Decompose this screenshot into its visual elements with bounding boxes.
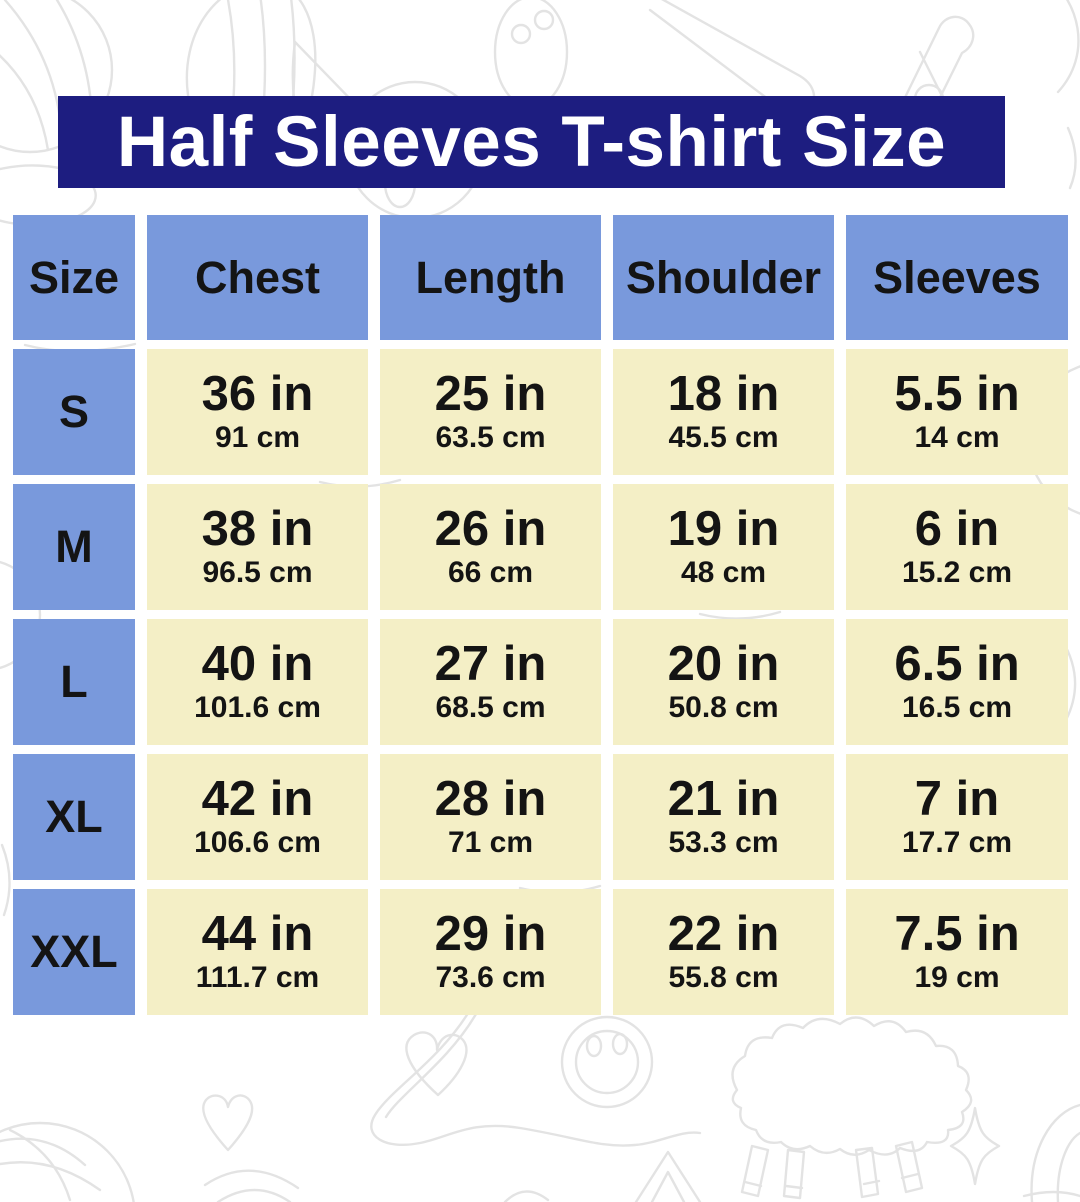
cm-value: 50.8 cm xyxy=(668,691,779,725)
cm-value: 45.5 cm xyxy=(668,421,779,455)
inches-value: 7 in xyxy=(914,772,1000,827)
column-header-size: Size xyxy=(13,215,135,340)
measurement-cell-m-sleeves: 6 in 15.2 cm xyxy=(846,484,1068,610)
measurement-cell-s-shoulder: 18 in 45.5 cm xyxy=(613,349,834,475)
cm-value: 68.5 cm xyxy=(435,691,546,725)
column-header-sleeves: Sleeves xyxy=(846,215,1068,340)
measurement-cell-m-chest: 38 in 96.5 cm xyxy=(147,484,368,610)
measurement-cell-l-shoulder: 20 in 50.8 cm xyxy=(613,619,834,745)
cm-value: 111.7 cm xyxy=(195,961,320,995)
column-header-shoulder: Shoulder xyxy=(613,215,834,340)
yarn-ball-icon xyxy=(1022,1103,1080,1202)
inches-value: 7.5 in xyxy=(894,907,1020,962)
inches-value: 19 in xyxy=(667,502,780,557)
measurement-cell-s-length: 25 in 63.5 cm xyxy=(380,349,601,475)
inches-value: 18 in xyxy=(667,367,780,422)
cm-value: 96.5 cm xyxy=(202,556,313,590)
measurement-cell-l-length: 27 in 68.5 cm xyxy=(380,619,601,745)
inches-value: 40 in xyxy=(201,637,314,692)
cm-value: 19 cm xyxy=(914,961,1000,995)
measurement-cell-m-length: 26 in 66 cm xyxy=(380,484,601,610)
inches-value: 27 in xyxy=(434,637,547,692)
cm-value: 91 cm xyxy=(214,421,301,455)
yarn-ball-icon xyxy=(0,1121,135,1202)
page-title: Half Sleeves T-shirt Size xyxy=(116,102,947,182)
measurement-cell-xxl-sleeves: 7.5 in 19 cm xyxy=(846,889,1068,1015)
measurement-cell-s-sleeves: 5.5 in 14 cm xyxy=(846,349,1068,475)
measurement-cell-xl-sleeves: 7 in 17.7 cm xyxy=(846,754,1068,880)
inches-value: 6 in xyxy=(914,502,1000,557)
size-chart-table: Size Chest Length Shoulder Sleeves S 36 in 91 c… xyxy=(13,215,1068,1015)
inches-value: 22 in xyxy=(667,907,780,962)
size-cell-s: S xyxy=(13,349,135,475)
heart-icon xyxy=(202,1094,254,1152)
column-header-chest: Chest xyxy=(147,215,368,340)
inches-value: 20 in xyxy=(667,637,780,692)
cm-value: 63.5 cm xyxy=(435,421,546,455)
cm-value: 66 cm xyxy=(447,556,534,590)
cm-value: 48 cm xyxy=(680,556,767,590)
measurement-cell-m-shoulder: 19 in 48 cm xyxy=(613,484,834,610)
thread-heart-icon xyxy=(370,1008,702,1147)
size-cell-m: M xyxy=(13,484,135,610)
inches-value: 29 in xyxy=(434,907,547,962)
measurement-cell-xxl-length: 29 in 73.6 cm xyxy=(380,889,601,1015)
inches-value: 25 in xyxy=(434,367,547,422)
button-icon xyxy=(560,1015,654,1109)
measurement-cell-l-chest: 40 in 101.6 cm xyxy=(147,619,368,745)
cm-value: 71 cm xyxy=(447,826,534,860)
size-cell-xl: XL xyxy=(13,754,135,880)
title-banner: Half Sleeves T-shirt Size xyxy=(58,96,1005,188)
cm-value: 53.3 cm xyxy=(668,826,779,860)
measurement-cell-xl-shoulder: 21 in 53.3 cm xyxy=(613,754,834,880)
inches-value: 44 in xyxy=(201,907,314,962)
cm-value: 55.8 cm xyxy=(668,961,779,995)
inches-value: 26 in xyxy=(434,502,547,557)
cm-value: 106.6 cm xyxy=(194,826,321,860)
sheep-icon xyxy=(731,1016,973,1200)
sparkle-icon xyxy=(949,1106,1001,1186)
measurement-cell-s-chest: 36 in 91 cm xyxy=(147,349,368,475)
size-cell-xxl: XXL xyxy=(13,889,135,1015)
cm-value: 14 cm xyxy=(914,421,1000,455)
inches-value: 42 in xyxy=(201,772,314,827)
inches-value: 28 in xyxy=(434,772,547,827)
measurement-cell-xl-length: 28 in 71 cm xyxy=(380,754,601,880)
inches-value: 36 in xyxy=(201,367,314,422)
cm-value: 17.7 cm xyxy=(901,826,1013,860)
size-cell-l: L xyxy=(13,619,135,745)
inches-value: 21 in xyxy=(667,772,780,827)
cm-value: 15.2 cm xyxy=(901,556,1013,590)
inches-value: 6.5 in xyxy=(894,637,1020,692)
cm-value: 73.6 cm xyxy=(435,961,546,995)
measurement-cell-l-sleeves: 6.5 in 16.5 cm xyxy=(846,619,1068,745)
measurement-cell-xxl-chest: 44 in 111.7 cm xyxy=(147,889,368,1015)
cm-value: 101.6 cm xyxy=(194,691,321,725)
column-header-length: Length xyxy=(380,215,601,340)
button-icon xyxy=(493,0,569,109)
inches-value: 5.5 in xyxy=(894,367,1020,422)
cm-value: 16.5 cm xyxy=(901,691,1013,725)
measurement-cell-xl-chest: 42 in 106.6 cm xyxy=(147,754,368,880)
measurement-cell-xxl-shoulder: 22 in 55.8 cm xyxy=(613,889,834,1015)
needle-tips-icon xyxy=(503,1150,702,1202)
inches-value: 38 in xyxy=(201,502,314,557)
